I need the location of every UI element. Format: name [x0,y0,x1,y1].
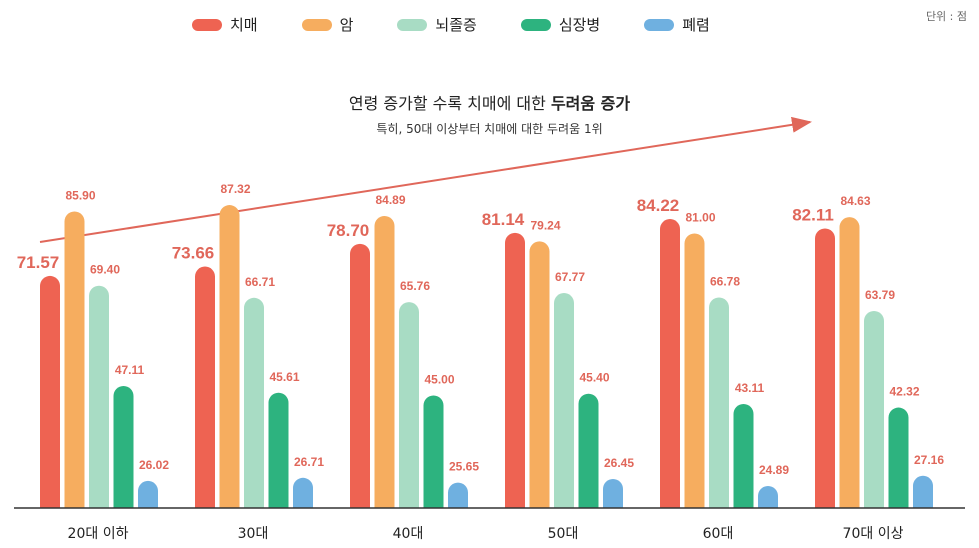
legend-item: 폐렴 [644,14,710,35]
legend-swatch [192,18,222,31]
bar [113,386,134,508]
value-label: 26.71 [294,455,324,469]
bar [660,219,680,508]
value-label: 85.90 [65,188,95,202]
bar [244,297,264,508]
bar [758,485,778,508]
x-tick-label: 50대 [548,526,579,542]
value-label: 66.78 [710,274,740,288]
value-label: 43.11 [735,381,765,395]
value-label: 84.89 [375,193,405,207]
legend-label: 암 [339,16,354,34]
x-tick-label: 60대 [703,526,734,542]
bar [374,215,395,509]
bar [888,407,909,508]
value-label: 66.71 [245,275,275,289]
legend-item: 암 [301,14,354,35]
bar [815,228,835,508]
annotation-text: 연령 증가할 수록 치매에 대한 [348,94,551,113]
bar [529,241,550,509]
value-label: 63.79 [865,288,895,302]
bar [603,478,623,508]
bar [684,233,705,508]
value-label: 27.16 [914,453,944,467]
legend-item: 치매 [192,14,258,35]
trend-arrow [39,116,812,243]
bar [350,243,370,508]
bar [399,302,419,508]
legend-swatch [301,18,332,31]
bar [864,310,884,508]
bar [709,297,729,508]
value-label: 45.61 [269,370,299,384]
x-tick-label: 20대 이하 [68,526,129,542]
x-tick-label: 70대 이상 [843,526,904,542]
value-label: 78.70 [327,221,370,240]
value-label: 79.24 [530,218,560,232]
value-label: 65.76 [400,279,430,293]
legend-label: 심장병 [558,16,601,34]
bar [913,475,933,508]
bar [268,392,289,508]
value-label: 82.11 [792,206,834,225]
annotation-subtitle: 특히, 50대 이상부터 치매에 대한 두려움 1위 [376,122,603,136]
annotation-bold: 두려움 증가 [550,94,631,113]
bar [89,285,109,508]
legend-swatch [520,18,551,31]
value-label: 25.65 [449,460,479,474]
value-label: 47.11 [115,363,145,377]
bar [505,232,525,509]
bar [733,404,754,508]
value-label: 69.40 [90,263,120,277]
legend-label: 치매 [230,16,258,34]
legend-item: 뇌졸증 [397,14,477,35]
legend-label: 폐렴 [682,16,710,34]
value-label: 81.14 [482,210,525,229]
bar [423,395,444,508]
bar [195,266,215,508]
bar [554,293,574,508]
bar [64,211,85,508]
value-label: 24.89 [759,463,789,477]
legend: 치매 암 뇌졸증 심장병 폐렴 [192,14,754,35]
x-tick-label: 30대 [238,526,269,542]
unit-label: 단위 : 점 [925,10,967,23]
value-label: 45.40 [579,371,609,385]
legend-swatch [397,18,428,31]
value-label: 87.32 [220,182,250,196]
legend-item: 심장병 [520,14,601,35]
legend-label: 뇌졸증 [435,16,477,34]
value-label: 42.32 [889,385,919,399]
bar [219,205,240,508]
bar [138,480,158,508]
value-label: 45.00 [424,373,454,387]
value-label: 26.02 [139,458,169,472]
value-label: 84.63 [840,194,870,208]
value-label: 81.00 [685,211,715,225]
value-label: 73.66 [172,244,215,263]
bar [578,393,599,508]
legend-swatch [644,18,675,31]
bar [839,217,860,509]
value-label: 67.77 [555,270,585,284]
bar [293,477,313,508]
x-tick-label: 40대 [393,526,424,542]
annotation-title: 연령 증가할 수록 치매에 대한 두려움 증가 [0,90,979,114]
value-label: 71.57 [17,253,60,272]
bar [448,482,468,508]
value-label: 26.45 [604,456,634,470]
value-label: 84.22 [637,196,680,215]
bar [40,275,60,508]
